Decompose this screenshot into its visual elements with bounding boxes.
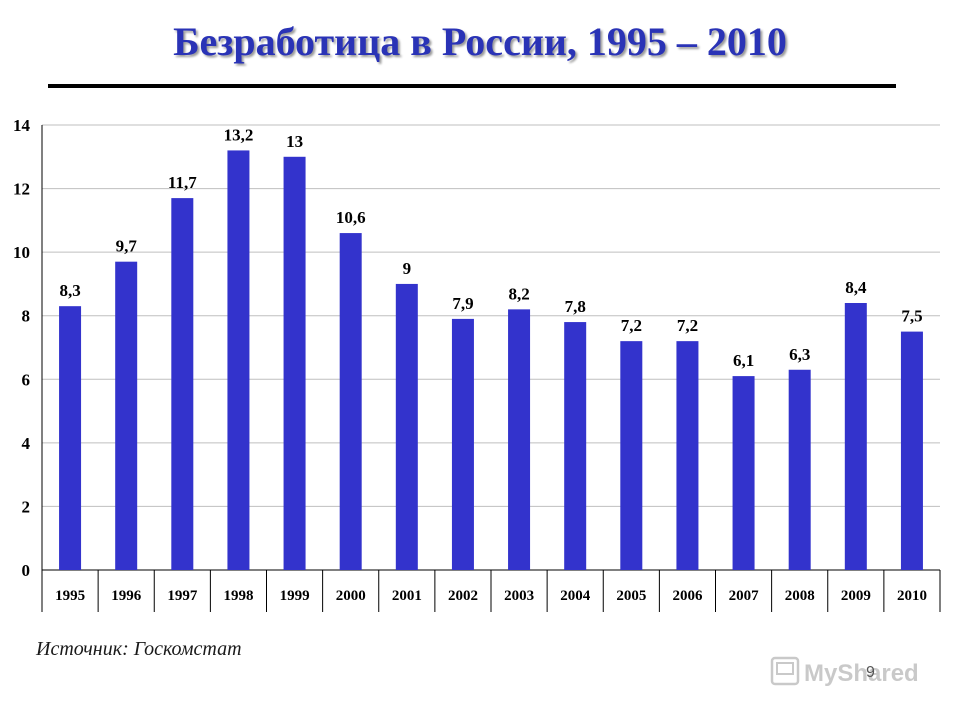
- data-label-1998: 13,2: [224, 125, 254, 144]
- x-tick-label-2009: 2009: [841, 588, 871, 604]
- watermark-logo: MyShared: [770, 656, 919, 687]
- data-label-2005: 7,2: [621, 316, 642, 335]
- title-divider: [48, 84, 896, 88]
- x-tick-label-2010: 2010: [897, 588, 927, 604]
- data-label-2008: 6,3: [789, 345, 810, 364]
- y-tick-label: 10: [13, 243, 30, 262]
- source-note: Источник: Госкомстат: [36, 638, 242, 660]
- x-tick-label-2004: 2004: [560, 588, 591, 604]
- x-tick-label-2006: 2006: [672, 588, 703, 604]
- data-label-2010: 7,5: [901, 307, 922, 326]
- bar-1998: [227, 150, 250, 570]
- data-label-1995: 8,3: [59, 281, 80, 300]
- x-tick-label-1995: 1995: [55, 588, 85, 604]
- bar-2001: [395, 283, 418, 570]
- y-tick-label: 6: [22, 370, 31, 389]
- bar-2004: [564, 322, 587, 570]
- x-tick-label-2007: 2007: [729, 588, 760, 604]
- data-label-2000: 10,6: [336, 208, 366, 227]
- y-tick-label: 8: [22, 307, 31, 326]
- data-label-2001: 9: [403, 259, 412, 278]
- data-label-2006: 7,2: [677, 316, 698, 335]
- bar-2007: [732, 376, 755, 570]
- x-tick-label-2001: 2001: [392, 588, 422, 604]
- data-label-1997: 11,7: [168, 173, 197, 192]
- x-tick-label-1996: 1996: [111, 588, 142, 604]
- bar-1997: [171, 198, 194, 570]
- data-label-2007: 6,1: [733, 351, 754, 370]
- data-label-1996: 9,7: [116, 237, 138, 256]
- bar-chart: 0 2 4 6 8 10 12 14 8,3 1995 9,7 1996 11,7 1997 13,2 199…: [13, 116, 941, 612]
- x-tick-label-1997: 1997: [167, 588, 198, 604]
- x-tick-label-2005: 2005: [616, 588, 646, 604]
- bar-2002: [451, 318, 474, 570]
- x-tick-label-1999: 1999: [280, 588, 310, 604]
- bar-2000: [339, 233, 362, 571]
- bar-1995: [59, 306, 82, 570]
- y-tick-label: 14: [13, 116, 31, 135]
- y-tick-label: 12: [13, 180, 30, 199]
- x-tick-label-2000: 2000: [336, 588, 366, 604]
- bar-2005: [620, 341, 643, 570]
- bar-2003: [508, 309, 531, 570]
- y-tick-label: 2: [22, 497, 31, 516]
- x-tick-label-1998: 1998: [223, 588, 253, 604]
- x-tick-label-2003: 2003: [504, 588, 534, 604]
- x-tick-label-2008: 2008: [785, 588, 815, 604]
- data-label-1999: 13: [286, 132, 303, 151]
- data-label-2009: 8,4: [845, 278, 867, 297]
- bar-2008: [788, 369, 811, 570]
- watermark-text: MyShared: [804, 660, 919, 687]
- slide-number: 9: [866, 664, 875, 681]
- data-label-2002: 7,9: [452, 294, 473, 313]
- bar-2006: [676, 341, 699, 570]
- y-tick-label: 0: [22, 561, 31, 580]
- y-tick-label: 4: [22, 434, 31, 453]
- data-label-2003: 8,2: [508, 284, 529, 303]
- data-label-2004: 7,8: [565, 297, 586, 316]
- bar-1999: [283, 156, 306, 571]
- bar-1996: [115, 261, 138, 570]
- x-tick-label-2002: 2002: [448, 588, 478, 604]
- slide-title: Безработица в России, 1995 – 2010: [173, 19, 787, 64]
- bar-2010: [900, 331, 923, 570]
- bar-2009: [844, 303, 867, 570]
